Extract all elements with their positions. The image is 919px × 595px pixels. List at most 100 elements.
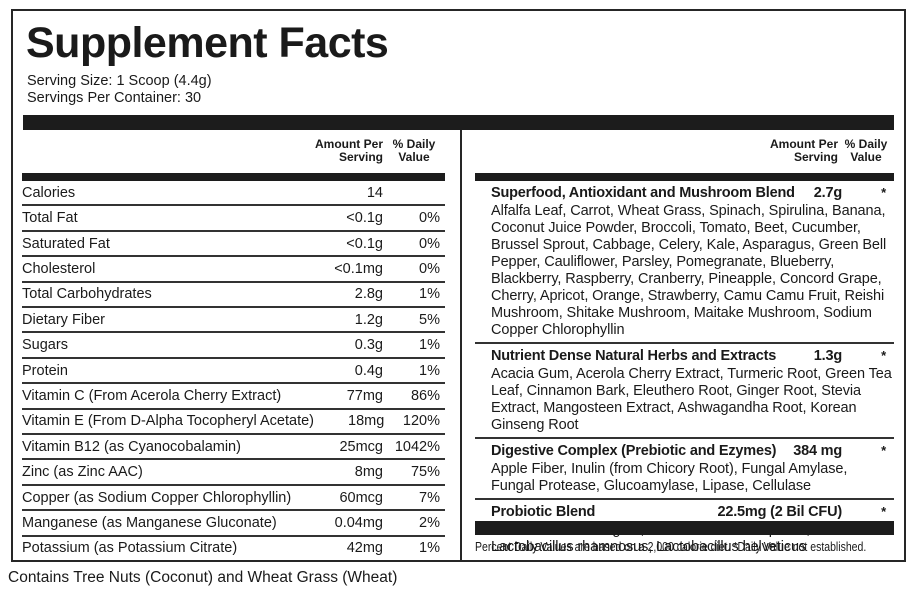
nutrient-amount: 42mg [346, 540, 383, 557]
left-column-header: Amount Per Serving % Daily Value [22, 130, 445, 173]
amount-per-serving-header: Amount Per Serving [769, 137, 838, 164]
nutrient-amount: 14 [366, 184, 383, 201]
table-row: Cholesterol <0.1mg 0% [22, 257, 445, 283]
blend-amount: 2.7g [813, 185, 842, 201]
nutrient-name: Vitamin E (From D-Alpha Tocopheryl Aceta… [22, 413, 315, 430]
nutrient-dv: 1042% [394, 438, 440, 455]
nutrient-amount: 60mcg [339, 489, 383, 506]
blend-section: Superfood, Antioxidant and Mushroom Blen… [475, 181, 894, 342]
nutrient-rows: Calories 14 Total Fat <0.1g 0% Saturated… [22, 181, 445, 560]
nutrient-name: Protein [22, 362, 68, 379]
blend-ingredients: Alfalfa Leaf, Carrot, Wheat Grass, Spina… [491, 203, 887, 338]
nutrient-dv: 1% [419, 337, 440, 354]
table-row: Zinc (as Zinc AAC) 8mg 75% [22, 460, 445, 486]
blend-heading: Superfood, Antioxidant and Mushroom Blen… [491, 184, 894, 202]
nutrient-amount: <0.1g [346, 210, 383, 227]
servings-per-container: Servings Per Container: 30 [27, 90, 202, 106]
nutrient-name: Total Carbohydrates [22, 286, 152, 303]
amount-per-serving-header: Amount Per Serving [314, 137, 383, 164]
nutrient-amount: 77mg [346, 387, 383, 404]
blend-dv-asterisk: * [881, 348, 886, 363]
nutrient-name: Vitamin B12 (as Cyanocobalamin) [22, 438, 241, 455]
nutrient-dv: 0% [419, 260, 440, 277]
nutrient-dv: 1% [419, 362, 440, 379]
table-row: Potassium (as Potassium Citrate) 42mg 1% [22, 537, 445, 560]
blend-section: Nutrient Dense Natural Herbs and Extract… [475, 342, 894, 437]
nutrient-amount: 0.3g [354, 337, 383, 354]
blend-dv-asterisk: * [881, 443, 886, 458]
table-row: Dietary Fiber 1.2g 5% [22, 308, 445, 334]
serving-info: Serving Size: 1 Scoop (4.4g) Servings Pe… [27, 73, 904, 107]
right-column-header: Amount Per Serving % Daily Value [475, 130, 894, 173]
blend-heading: Digestive Complex (Prebiotic and Ezymes)… [491, 442, 894, 460]
header-spacer [475, 138, 758, 173]
nutrient-name: Dietary Fiber [22, 311, 105, 328]
nutrient-dv: 0% [419, 210, 440, 227]
page-title: Supplement Facts [26, 19, 389, 67]
nutrients-column: Amount Per Serving % Daily Value Calorie… [13, 130, 462, 560]
footnote-block: Percent Daily Values are based on a 2,00… [462, 521, 904, 560]
nutrient-dv: 5% [419, 311, 440, 328]
left-header-bar [22, 173, 445, 181]
nutrient-dv: 0% [419, 235, 440, 252]
right-header-bar [475, 173, 894, 181]
nutrient-amount: 0.04mg [334, 514, 383, 531]
nutrient-dv: 7% [419, 489, 440, 506]
nutrient-amount: 25mcg [339, 438, 383, 455]
blend-name: Probiotic Blend [491, 504, 596, 520]
nutrient-name: Zinc (as Zinc AAC) [22, 464, 143, 481]
header-divider-bar [23, 115, 894, 130]
blend-name: Superfood, Antioxidant and Mushroom Blen… [491, 185, 795, 201]
blend-amount: 384 mg [793, 443, 842, 459]
nutrient-amount: 8mg [354, 464, 383, 481]
blend-ingredients: Apple Fiber, Inulin (from Chicory Root),… [491, 461, 848, 494]
nutrient-amount: <0.1g [346, 235, 383, 252]
nutrient-name: Copper (as Sodium Copper Chlorophyllin) [22, 489, 292, 506]
daily-value-header: % Daily Value [392, 137, 436, 164]
table-row: Vitamin E (From D-Alpha Tocopheryl Aceta… [22, 410, 445, 436]
nutrient-name: Vitamin C (From Acerola Cherry Extract) [22, 387, 282, 404]
table-row: Saturated Fat <0.1g 0% [22, 232, 445, 258]
nutrient-dv: 2% [419, 514, 440, 531]
nutrient-name: Sugars [22, 337, 68, 354]
table-row: Calories 14 [22, 181, 445, 207]
nutrient-name: Manganese (as Manganese Gluconate) [22, 514, 277, 531]
blend-heading: Probiotic Blend 22.5mg (2 Bil CFU) * [491, 503, 894, 521]
header-spacer [22, 138, 311, 173]
blend-sections: Superfood, Antioxidant and Mushroom Blen… [475, 181, 894, 555]
nutrient-name: Saturated Fat [22, 235, 110, 252]
blend-name: Digestive Complex (Prebiotic and Ezymes) [491, 443, 777, 459]
nutrient-amount: <0.1mg [334, 260, 383, 277]
blend-amount: 1.3g [813, 348, 842, 364]
nutrient-dv: 86% [410, 387, 440, 404]
nutrient-dv: 1% [419, 540, 440, 557]
table-row: Vitamin B12 (as Cyanocobalamin) 25mcg 10… [22, 435, 445, 461]
nutrient-amount: 18mg [348, 413, 385, 430]
table-row: Manganese (as Manganese Gluconate) 0.04m… [22, 511, 445, 537]
daily-value-header: % Daily Value [844, 137, 888, 164]
nutrient-dv: 1% [419, 286, 440, 303]
nutrient-name: Potassium (as Potassium Citrate) [22, 540, 238, 557]
blend-ingredients: Acacia Gum, Acerola Cherry Extract, Turm… [491, 366, 892, 433]
nutrient-name: Calories [22, 184, 76, 201]
blend-name: Nutrient Dense Natural Herbs and Extract… [491, 348, 777, 364]
supplement-facts-label: Supplement Facts Serving Size: 1 Scoop (… [11, 9, 906, 562]
nutrient-dv: 75% [410, 464, 440, 481]
table-row: Sugars 0.3g 1% [22, 333, 445, 359]
blend-dv-asterisk: * [881, 504, 886, 519]
blends-column: Amount Per Serving % Daily Value Superfo… [462, 130, 904, 560]
table-row: Total Carbohydrates 2.8g 1% [22, 283, 445, 309]
nutrient-dv: 120% [402, 413, 440, 430]
nutrient-amount: 0.4g [354, 362, 383, 379]
table-row: Vitamin C (From Acerola Cherry Extract) … [22, 384, 445, 410]
table-row: Total Fat <0.1g 0% [22, 206, 445, 232]
nutrient-name: Cholesterol [22, 260, 96, 277]
blend-dv-asterisk: * [881, 185, 886, 200]
table-row: Protein 0.4g 1% [22, 359, 445, 385]
footnote-divider-bar [475, 521, 894, 535]
nutrient-amount: 2.8g [354, 286, 383, 303]
allergen-note: Contains Tree Nuts (Coconut) and Wheat G… [8, 569, 398, 586]
blend-heading: Nutrient Dense Natural Herbs and Extract… [491, 347, 894, 365]
blend-amount: 22.5mg (2 Bil CFU) [717, 504, 842, 520]
nutrient-amount: 1.2g [354, 311, 383, 328]
